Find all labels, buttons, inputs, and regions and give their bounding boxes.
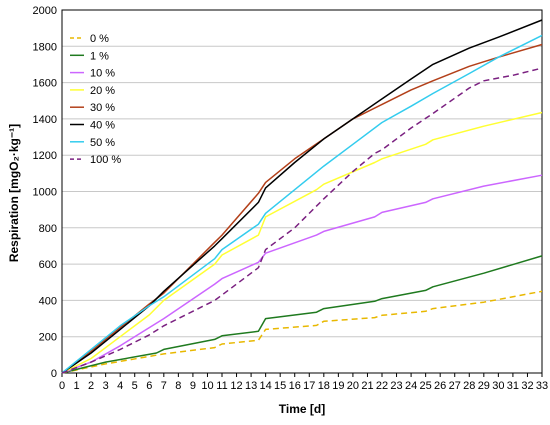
x-tick-label-10: 10 bbox=[201, 380, 213, 392]
x-tick-label-15: 15 bbox=[274, 380, 286, 392]
x-tick-label-20: 20 bbox=[347, 380, 359, 392]
x-tick-label-11: 11 bbox=[216, 380, 227, 392]
x-tick-label-9: 9 bbox=[190, 380, 196, 392]
x-tick-label-19: 19 bbox=[332, 380, 344, 392]
legend-label-0: 0 % bbox=[90, 33, 109, 45]
x-tick-label-13: 13 bbox=[245, 380, 257, 392]
y-tick-label-1800: 1800 bbox=[33, 41, 57, 53]
x-tick-label-0: 0 bbox=[59, 380, 65, 392]
y-tick-label-1600: 1600 bbox=[33, 78, 57, 90]
plot-frame bbox=[61, 9, 543, 374]
x-tick-label-18: 18 bbox=[318, 380, 330, 392]
series-line-0 bbox=[61, 290, 543, 374]
series-line-7 bbox=[61, 67, 543, 374]
y-tick-label-1000: 1000 bbox=[33, 187, 57, 199]
x-tick-label-2: 2 bbox=[88, 380, 94, 392]
x-tick-label-25: 25 bbox=[420, 380, 432, 392]
x-tick-label-23: 23 bbox=[390, 380, 402, 392]
y-tick-label-2000: 2000 bbox=[33, 5, 57, 17]
x-tick-label-30: 30 bbox=[492, 380, 504, 392]
series-lines bbox=[61, 19, 543, 374]
y-tick-label-0: 0 bbox=[51, 368, 57, 380]
y-tick-label-1200: 1200 bbox=[33, 150, 57, 162]
y-axis-title: Respiration [mgO₂·kg⁻¹] bbox=[7, 124, 21, 262]
legend: 0 % 1 % 10 % 20 % 30 % 40 % 50 % 100 % bbox=[70, 33, 121, 166]
series-line-6 bbox=[61, 34, 543, 374]
x-tick-label-7: 7 bbox=[161, 380, 167, 392]
x-axis-title: Time [d] bbox=[279, 402, 325, 416]
series-line-1 bbox=[61, 255, 543, 374]
y-tick-label-800: 800 bbox=[39, 223, 57, 235]
series-line-3 bbox=[61, 111, 543, 374]
x-tick-label-24: 24 bbox=[405, 380, 417, 392]
legend-label-6: 50 % bbox=[90, 137, 115, 149]
legend-label-2: 10 % bbox=[90, 68, 115, 80]
legend-label-7: 100 % bbox=[90, 154, 121, 166]
legend-label-5: 40 % bbox=[90, 120, 115, 132]
legend-label-1: 1 % bbox=[90, 50, 109, 62]
x-tick-label-31: 31 bbox=[507, 380, 519, 392]
x-tick-label-26: 26 bbox=[434, 380, 446, 392]
x-tick-label-6: 6 bbox=[146, 380, 152, 392]
y-tick-label-200: 200 bbox=[39, 332, 57, 344]
x-tick-label-5: 5 bbox=[132, 380, 138, 392]
x-tick-label-28: 28 bbox=[463, 380, 475, 392]
x-tick-label-16: 16 bbox=[289, 380, 301, 392]
x-tick-label-12: 12 bbox=[230, 380, 242, 392]
y-tick-label-400: 400 bbox=[39, 295, 57, 307]
legend-label-3: 20 % bbox=[90, 85, 115, 97]
legend-label-4: 30 % bbox=[90, 102, 115, 114]
x-tick-label-14: 14 bbox=[260, 380, 272, 392]
x-tick-label-8: 8 bbox=[175, 380, 181, 392]
x-tick-label-33: 33 bbox=[536, 380, 548, 392]
x-tick-label-29: 29 bbox=[478, 380, 490, 392]
x-tick-label-1: 1 bbox=[73, 380, 79, 392]
x-tick-label-4: 4 bbox=[117, 380, 123, 392]
x-tick-label-22: 22 bbox=[376, 380, 388, 392]
x-tick-label-21: 21 bbox=[361, 380, 373, 392]
x-tick-label-27: 27 bbox=[449, 380, 461, 392]
series-line-4 bbox=[61, 43, 543, 374]
x-tick-label-17: 17 bbox=[303, 380, 315, 392]
x-tick-label-3: 3 bbox=[103, 380, 109, 392]
series-line-2 bbox=[61, 174, 543, 374]
y-tick-label-600: 600 bbox=[39, 259, 57, 271]
y-tick-label-1400: 1400 bbox=[33, 114, 57, 126]
x-tick-label-32: 32 bbox=[521, 380, 533, 392]
